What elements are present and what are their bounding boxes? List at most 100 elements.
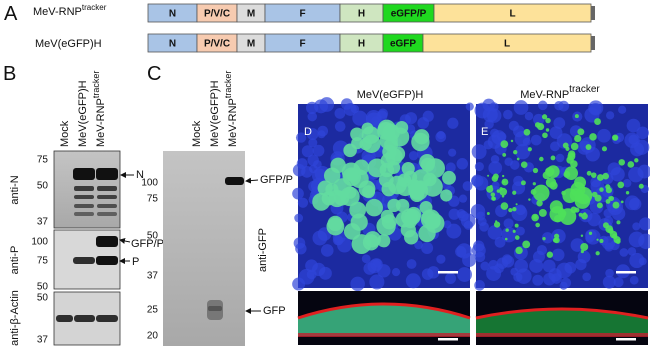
panel-label: C — [147, 63, 161, 85]
infected-cell — [377, 234, 391, 248]
gene-label: F — [299, 9, 305, 20]
xz-base — [298, 333, 470, 337]
infected-cell — [638, 183, 644, 189]
infected-cell — [585, 144, 592, 150]
infected-cell — [350, 213, 368, 231]
marker: 37 — [147, 271, 159, 282]
nucleus — [445, 162, 456, 173]
nucleus — [503, 218, 514, 229]
nucleus — [619, 248, 629, 257]
nucleus — [312, 144, 325, 157]
nucleus — [470, 203, 486, 219]
lane-label-text: Mock — [59, 120, 71, 147]
nucleus — [482, 107, 498, 123]
infected-cell — [574, 193, 591, 209]
nucleus — [613, 277, 624, 288]
antibody-label: anti-N — [9, 175, 21, 204]
marker: 37 — [37, 217, 49, 228]
nucleus — [491, 181, 500, 190]
nucleus — [638, 257, 647, 266]
scale-bar — [438, 271, 458, 274]
lane-label-sup: tracker — [223, 71, 233, 99]
infected-cell — [599, 238, 604, 244]
infected-cell — [574, 134, 582, 143]
nucleus — [301, 145, 314, 158]
infected-cell — [627, 161, 635, 168]
infected-cell — [596, 174, 604, 181]
gene-label: P/V/C — [204, 39, 230, 50]
nucleus — [363, 262, 377, 275]
infected-cell — [536, 200, 543, 207]
nucleus — [292, 277, 306, 291]
lane-label-text: MeV-RNP — [95, 98, 107, 147]
nucleus — [341, 98, 353, 110]
nucleus — [532, 250, 545, 263]
nucleus — [474, 251, 486, 263]
infected-cell — [532, 182, 536, 186]
nucleus — [553, 117, 566, 130]
nucleus — [436, 254, 446, 264]
scale-bar — [438, 338, 458, 341]
marker: 50 — [37, 293, 49, 304]
infected-cell — [553, 237, 560, 244]
nucleus — [541, 232, 554, 244]
infected-cell — [379, 162, 395, 178]
lane-label: MeV-RNPtracker — [91, 71, 107, 147]
nucleus — [308, 180, 320, 192]
arrow-label: GFP — [263, 305, 286, 317]
infected-cell — [323, 167, 341, 184]
infected-cell — [532, 167, 539, 174]
lane-label: MeV(eGFP)H — [209, 80, 221, 147]
nucleus — [462, 181, 473, 191]
infected-cell — [523, 128, 531, 136]
nucleus — [317, 125, 329, 137]
nucleus — [456, 243, 472, 259]
nucleus — [551, 248, 565, 262]
infected-cell — [516, 157, 520, 161]
infected-cell — [594, 194, 602, 202]
infected-cell — [343, 143, 357, 158]
gene-label: L — [509, 9, 515, 20]
nucleus — [638, 233, 650, 249]
gene-label: N — [169, 39, 176, 50]
infected-cell — [486, 212, 490, 215]
nucleus — [294, 213, 304, 223]
lane-label-text: MeV(eGFP)H — [77, 80, 89, 147]
lane-labels: Mock MeV(eGFP)H MeV-RNPtracker — [59, 71, 107, 147]
arrow — [119, 238, 131, 244]
arrow-label: N — [136, 169, 144, 181]
infected-cell — [541, 114, 548, 120]
nucleus — [365, 109, 382, 126]
infected-cell — [539, 156, 544, 162]
nucleus — [626, 118, 641, 133]
nucleus — [501, 226, 517, 243]
infected-cell — [491, 196, 496, 201]
infected-cell — [384, 137, 398, 152]
nucleus — [496, 132, 507, 142]
scale-bar — [616, 271, 636, 274]
marker: 20 — [147, 331, 159, 342]
infected-cell — [499, 187, 508, 196]
infected-cell — [580, 242, 589, 251]
infected-cell — [549, 200, 563, 214]
genome-end — [591, 36, 595, 50]
antibody-label: anti-P — [9, 246, 21, 275]
infected-cell — [589, 133, 597, 141]
infected-cell — [486, 185, 494, 193]
infected-cell — [513, 149, 518, 155]
infected-cell — [508, 208, 513, 213]
panel-label: A — [4, 3, 18, 25]
nucleus — [503, 109, 513, 120]
infected-cell — [594, 118, 601, 125]
infected-cell — [546, 165, 560, 179]
xz-base — [476, 333, 648, 337]
infected-cell — [522, 240, 531, 249]
gene-label: F — [299, 39, 305, 50]
nucleus — [471, 144, 487, 160]
lane-labels: Mock MeV(eGFP)H MeV-RNPtracker — [191, 71, 239, 147]
nucleus — [587, 212, 601, 227]
nucleus — [422, 110, 434, 122]
infected-cell — [409, 187, 425, 203]
panel-title: MeV-RNPtracker — [520, 84, 600, 101]
infected-cell — [570, 206, 578, 214]
